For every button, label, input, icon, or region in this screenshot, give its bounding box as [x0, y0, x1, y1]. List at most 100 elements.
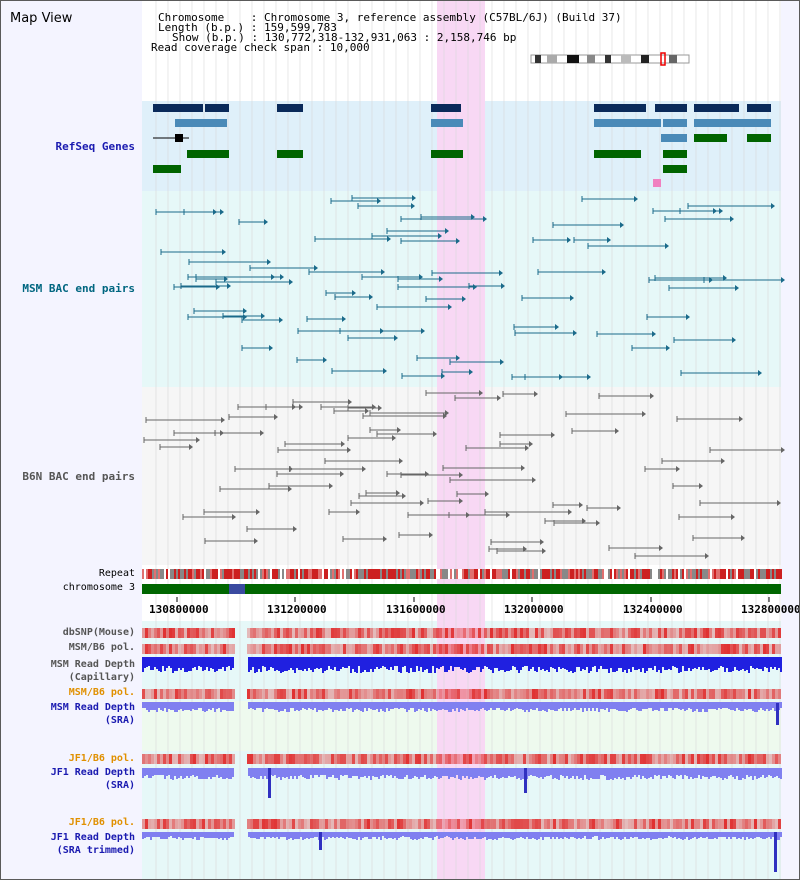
b6n-bac-pair: [293, 526, 297, 532]
read-depth-bar: [560, 832, 562, 838]
msm-bac-pair: [456, 355, 460, 361]
track-label-refseq[interactable]: RefSeq Genes: [55, 140, 135, 153]
polymorphism-bar: [688, 644, 691, 654]
polymorphism-bar: [280, 644, 283, 654]
polymorphism-bar: [775, 644, 778, 654]
polymorphism-bar: [247, 689, 250, 699]
polymorphism-bar: [532, 644, 535, 654]
msm-bac-pair: [652, 331, 656, 337]
polymorphism-bar: [274, 628, 277, 638]
read-depth-bar: [474, 832, 476, 837]
read-depth-bar: [616, 657, 618, 671]
polymorphism-bar: [655, 689, 658, 699]
gene-feature: [431, 119, 463, 127]
read-depth-bar: [684, 832, 686, 839]
read-depth-bar: [366, 768, 368, 778]
polymorphism-bar: [454, 689, 457, 699]
read-depth-bar: [536, 768, 538, 777]
polymorphism-bar: [220, 819, 223, 829]
read-depth-bar: [180, 768, 182, 776]
repeat-mark: [438, 569, 440, 579]
polymorphism-bar: [196, 689, 199, 699]
read-depth-bar: [712, 832, 714, 839]
track-label-b6n-bac[interactable]: B6N BAC end pairs: [22, 470, 135, 483]
repeat-mark: [588, 569, 590, 579]
polymorphism-bar: [673, 628, 676, 638]
read-depth-bar: [408, 657, 410, 673]
read-depth-bar: [490, 657, 492, 670]
read-depth-bar: [676, 657, 678, 668]
polymorphism-bar: [646, 754, 649, 764]
read-depth-bar: [762, 832, 764, 839]
read-depth-bar: [144, 768, 146, 776]
polymorphism-bar: [478, 819, 481, 829]
polymorphism-bar: [442, 754, 445, 764]
read-depth-bar: [472, 832, 474, 839]
polymorphism-bar: [247, 754, 250, 764]
read-depth-bar: [554, 657, 556, 669]
polymorphism-bar: [610, 819, 613, 829]
repeat-mark: [660, 569, 662, 579]
read-depth-bar: [214, 657, 216, 672]
read-depth-bar: [392, 702, 394, 709]
polymorphism-bar: [358, 644, 361, 654]
polymorphism-bar: [292, 628, 295, 638]
polymorphism-bar: [571, 628, 574, 638]
repeat-mark: [158, 569, 160, 579]
polymorphism-bar: [484, 819, 487, 829]
read-depth-bar: [472, 702, 474, 710]
read-depth-bar: [304, 832, 306, 839]
gene-feature: [594, 119, 661, 127]
polymorphism-bar: [544, 628, 547, 638]
polymorphism-bar: [664, 754, 667, 764]
polymorphism-bar: [154, 644, 157, 654]
read-depth-bar: [230, 832, 232, 837]
read-depth-bar: [600, 702, 602, 709]
polymorphism-bar: [400, 754, 403, 764]
polymorphism-bar: [265, 819, 268, 829]
polymorphism-bar: [364, 754, 367, 764]
polymorphism-bar: [526, 754, 529, 764]
repeat-mark: [324, 569, 326, 579]
polymorphism-bar: [703, 819, 706, 829]
read-depth-bar: [740, 657, 742, 670]
read-depth-bar: [182, 657, 184, 668]
polymorphism-bar: [250, 644, 253, 654]
read-depth-bar: [414, 832, 416, 839]
b6n-bac-pair: [615, 428, 619, 434]
read-depth-bar: [168, 657, 170, 666]
read-depth-bar: [154, 702, 156, 710]
polymorphism-bar: [688, 628, 691, 638]
repeat-mark: [144, 569, 146, 579]
read-depth-bar: [670, 768, 672, 776]
read-depth-bar: [232, 657, 234, 668]
repeat-mark: [522, 569, 524, 579]
polymorphism-bar: [430, 644, 433, 654]
read-depth-bar: [254, 768, 256, 778]
read-depth-bar: [468, 657, 470, 673]
polymorphism-bar: [472, 644, 475, 654]
read-depth-bar: [164, 702, 166, 708]
polymorphism-bar: [409, 628, 412, 638]
polymorphism-bar: [568, 628, 571, 638]
read-depth-bar: [672, 768, 674, 778]
read-depth-bar: [340, 657, 342, 669]
read-depth-bar: [338, 832, 340, 838]
track-label-msm-bac[interactable]: MSM BAC end pairs: [22, 282, 135, 295]
read-depth-bar: [210, 768, 212, 779]
read-depth-bar: [580, 657, 582, 671]
repeat-mark: [402, 569, 404, 579]
read-depth-bar: [352, 657, 354, 669]
read-depth-bar: [474, 768, 476, 778]
msm-bac-pair: [342, 316, 346, 322]
read-depth-bar: [418, 832, 420, 839]
polymorphism-bar: [283, 628, 286, 638]
read-depth-bar: [648, 768, 650, 778]
polymorphism-bar: [181, 819, 184, 829]
read-depth-bar: [632, 832, 634, 838]
read-depth-bar: [324, 657, 326, 671]
polymorphism-bar: [670, 689, 673, 699]
read-depth-bar: [298, 702, 300, 711]
polymorphism-bar: [157, 819, 160, 829]
repeat-mark: [526, 569, 528, 579]
